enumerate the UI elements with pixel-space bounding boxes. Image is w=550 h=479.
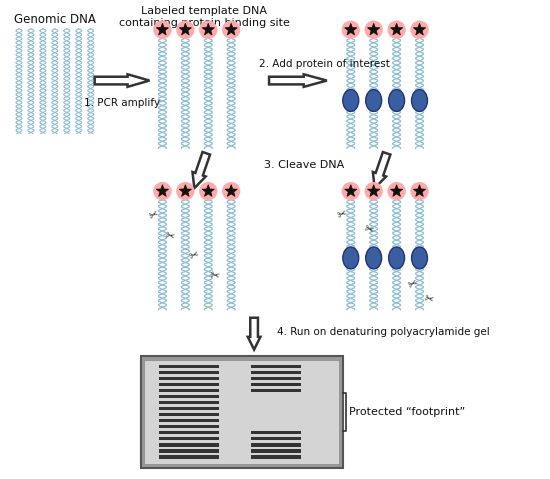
Text: ✂: ✂ <box>407 278 420 291</box>
Bar <box>160 437 219 441</box>
Text: 1. PCR amplify: 1. PCR amplify <box>84 98 160 107</box>
Text: Protected “footprint”: Protected “footprint” <box>349 407 465 417</box>
Polygon shape <box>179 185 191 196</box>
Bar <box>160 395 219 398</box>
Text: ✂: ✂ <box>188 250 200 262</box>
Circle shape <box>154 21 171 38</box>
Text: ✂: ✂ <box>148 208 161 222</box>
Circle shape <box>342 21 359 38</box>
Bar <box>160 377 219 380</box>
Polygon shape <box>202 185 214 196</box>
Circle shape <box>200 182 217 200</box>
Ellipse shape <box>366 90 382 112</box>
Ellipse shape <box>411 90 427 112</box>
Bar <box>160 401 219 404</box>
Polygon shape <box>225 23 238 35</box>
Polygon shape <box>367 185 380 196</box>
Ellipse shape <box>389 90 405 112</box>
Circle shape <box>388 21 405 38</box>
Bar <box>160 444 219 446</box>
Bar <box>160 456 219 458</box>
Bar <box>251 383 301 386</box>
Text: ✂: ✂ <box>163 231 175 243</box>
Circle shape <box>388 182 405 200</box>
Bar <box>160 389 219 392</box>
Polygon shape <box>248 318 260 350</box>
Polygon shape <box>345 185 357 196</box>
Polygon shape <box>373 152 390 188</box>
Polygon shape <box>202 23 214 35</box>
Polygon shape <box>367 23 380 35</box>
Ellipse shape <box>389 247 405 269</box>
Circle shape <box>154 182 171 200</box>
Bar <box>251 444 301 446</box>
Bar <box>145 360 339 464</box>
Text: Labeled template DNA: Labeled template DNA <box>141 6 267 16</box>
Bar <box>140 355 343 468</box>
Circle shape <box>200 21 217 38</box>
Circle shape <box>177 182 194 200</box>
Polygon shape <box>390 185 403 196</box>
Polygon shape <box>414 23 426 35</box>
Polygon shape <box>225 185 238 196</box>
Polygon shape <box>156 185 169 196</box>
Polygon shape <box>156 23 169 35</box>
Bar <box>251 365 301 368</box>
Bar <box>160 371 219 374</box>
Text: ✂: ✂ <box>422 294 435 306</box>
Circle shape <box>223 182 240 200</box>
Circle shape <box>411 182 428 200</box>
Bar <box>251 456 301 458</box>
Text: 2. Add protein of interest: 2. Add protein of interest <box>260 58 390 68</box>
Ellipse shape <box>411 247 427 269</box>
Bar <box>160 431 219 434</box>
Bar <box>251 377 301 380</box>
Circle shape <box>223 21 240 38</box>
Polygon shape <box>345 23 357 35</box>
Ellipse shape <box>343 247 359 269</box>
Text: Genomic DNA: Genomic DNA <box>14 13 96 26</box>
Polygon shape <box>390 23 403 35</box>
Bar <box>160 407 219 411</box>
Polygon shape <box>95 74 150 87</box>
Ellipse shape <box>343 90 359 112</box>
Text: ✂: ✂ <box>209 270 220 282</box>
Polygon shape <box>192 152 210 188</box>
Text: 3. Cleave DNA: 3. Cleave DNA <box>264 160 344 170</box>
Bar <box>160 419 219 422</box>
Circle shape <box>365 21 382 38</box>
Polygon shape <box>269 74 327 87</box>
Circle shape <box>365 182 382 200</box>
Bar <box>251 449 301 453</box>
Bar <box>160 425 219 428</box>
Text: containing protein binding site: containing protein binding site <box>119 18 290 28</box>
Bar <box>251 371 301 374</box>
Ellipse shape <box>366 247 382 269</box>
Bar <box>251 389 301 392</box>
Bar <box>251 431 301 434</box>
Bar <box>160 413 219 416</box>
Bar <box>160 449 219 453</box>
Bar <box>160 383 219 386</box>
Circle shape <box>342 182 359 200</box>
Polygon shape <box>414 185 426 196</box>
Bar <box>251 437 301 441</box>
Bar <box>160 365 219 368</box>
Text: 4. Run on denaturing polyacrylamide gel: 4. Run on denaturing polyacrylamide gel <box>277 327 490 337</box>
Text: ✂: ✂ <box>362 224 375 236</box>
Polygon shape <box>179 23 191 35</box>
Text: ✂: ✂ <box>337 209 349 221</box>
Circle shape <box>411 21 428 38</box>
Circle shape <box>177 21 194 38</box>
